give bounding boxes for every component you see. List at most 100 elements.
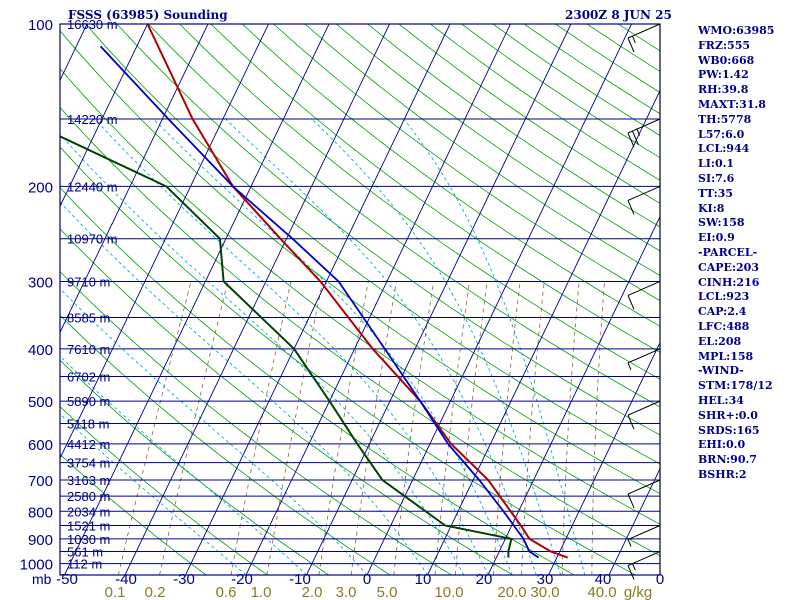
mixing-ratio-line [117,281,192,575]
temperature-tick-label: 0 [363,571,371,588]
pressure-tick-label: 500 [28,394,53,411]
index-item: CAP:2.4 [698,305,747,319]
index-item: CAPE:203 [698,260,759,274]
mixing-ratio-line [266,281,324,575]
pressure-tick-label: 600 [28,437,53,454]
index-item: PW:1.42 [698,68,749,82]
wind-barb-staff [627,525,661,540]
wind-barb-flag [627,493,635,509]
dry-adiabat-line [60,359,330,575]
mixing-ratio-line [159,281,229,575]
height-label: 561 m [67,545,103,560]
index-item: EHI:0.0 [698,438,746,452]
index-item: FRZ:555 [698,38,751,52]
dry-adiabat-line [85,24,660,465]
index-item: KI:8 [698,201,725,215]
height-label: 2580 m [67,489,110,504]
wind-barb-flag [627,565,635,580]
wind-barb-staff [627,400,661,416]
mixing-ratio-tick-label: 10.0 [434,584,463,600]
index-item: TT:35 [698,186,733,200]
index-item: HEL:34 [698,393,744,407]
parcel-trace [99,45,540,559]
height-label: 14220 m [67,112,118,127]
mixing-ratio-line [591,281,605,575]
index-item: SW:158 [698,216,745,230]
height-label: 112 m [67,557,102,572]
wind-barb [627,479,661,509]
wind-barb-staff [627,280,661,296]
isotherm-line [548,341,660,575]
isotherm-line [245,24,511,575]
wind-barb [627,185,661,215]
isotherm-line [124,24,390,575]
height-label: 3163 m [67,473,110,488]
index-item: SHR+:0.0 [698,408,758,422]
index-item: MPL:158 [698,349,754,363]
pressure-tick-label: 700 [28,473,53,490]
temperature-tick-label: 40 [595,571,612,588]
moist-adiabat-line [60,287,368,575]
index-item: LFC:488 [698,319,750,333]
height-label: 4412 m [67,437,110,452]
mixing-ratio-tick-label: 40.0 [587,584,616,600]
dry-adiabat-line [60,186,575,575]
mixing-ratio-tick-label: 3.0 [336,584,357,600]
height-label: 9710 m [67,274,110,289]
wind-barbs [627,23,661,580]
mixing-ratio-line [350,281,397,575]
mixing-ratio-tick-label: 5.0 [377,584,398,600]
index-item: STM:178/12 [698,379,773,393]
wind-barb [627,118,661,148]
moist-adiabat-line [225,118,537,575]
index-item: RH:39.8 [698,83,749,97]
wind-barb [627,525,661,547]
wind-barb [627,348,661,371]
wind-barb-flag [627,132,635,148]
dry-adiabat-line [60,406,268,575]
wind-barb-flag [627,295,635,310]
mixing-ratio-tick-label: 0.1 [105,584,126,600]
index-item: SRDS:165 [698,423,760,437]
index-item: EI:0.9 [698,231,735,245]
dry-adiabat-line [60,270,452,575]
height-label: 16630 m [67,17,118,32]
index-item: WMO:63985 [698,24,775,37]
isotherm-line [60,24,269,460]
pressure-tick-label: 800 [28,504,53,521]
index-item: -PARCEL- [698,245,758,259]
dry-adiabat-line [210,24,660,353]
wind-barb-staff [627,551,661,567]
height-label: 5118 m [67,416,109,431]
index-item: LCL:944 [698,142,750,156]
wind-barb-half-flag [631,35,636,43]
pressure-tick-label: 1000 [20,557,53,574]
temperature-tick-label: -30 [173,571,195,588]
mixing-ratio-tick-label: 20.0 [497,584,526,600]
index-item: WB0:668 [698,53,755,67]
height-label: 7610 m [67,342,110,357]
mixing-ratio-line [434,281,470,575]
isotherm-line [0,24,27,575]
index-item: CINH:216 [698,275,760,289]
height-label: 5890 m [67,394,110,409]
index-item: -WIND- [698,364,744,378]
dry-adiabat-line [60,106,660,557]
wind-barb-staff [627,118,661,134]
temperature-tick-label: -40 [115,571,137,588]
dry-adiabat-line [60,146,636,575]
sounding-profiles [60,24,569,559]
height-label: 1521 m [67,518,110,533]
wind-barb-flag [631,130,639,146]
mixing-ratio-tick-label: 1.0 [251,584,272,600]
background-grid [0,24,660,575]
dry-adiabat-line [60,30,660,495]
temperature-tick-label: 10 [415,571,432,588]
temperature-tick-label: -20 [231,571,253,588]
temperature-tick-label: 30 [537,571,554,588]
height-label: 10970 m [67,232,118,247]
wind-barb-flag [627,200,635,215]
mixing-ratio-tick-label: 30.0 [530,584,559,600]
index-item: L57:6.0 [698,127,745,141]
